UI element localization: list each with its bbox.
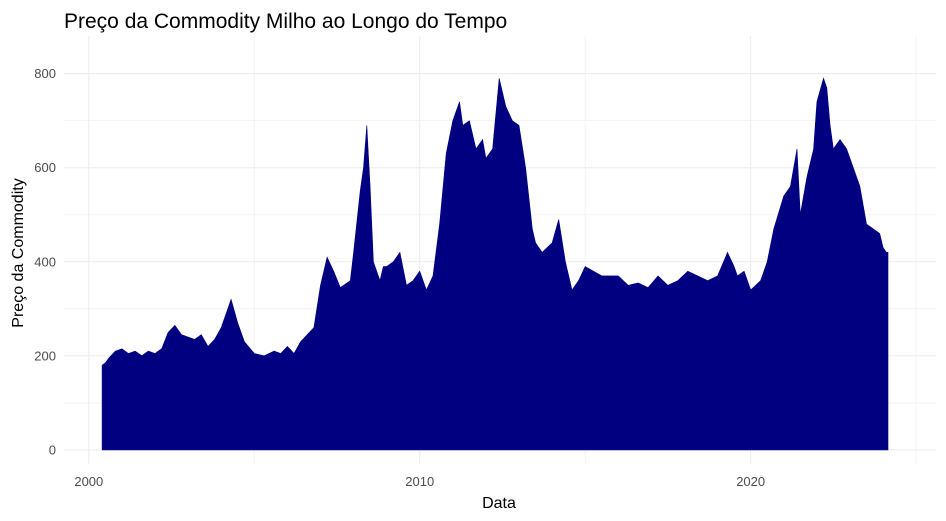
x-tick-label: 2010 <box>405 474 434 489</box>
x-axis-label: Data <box>482 495 516 512</box>
y-tick-label: 400 <box>34 254 56 269</box>
price-area <box>101 77 889 451</box>
x-axis-ticks: 2000 2010 2020 <box>74 474 765 489</box>
y-tick-label: 200 <box>34 348 56 363</box>
y-axis-label: Preço da Commodity <box>10 178 27 327</box>
y-tick-label: 600 <box>34 160 56 175</box>
x-tick-label: 2000 <box>74 474 103 489</box>
chart-title: Preço da Commodity Milho ao Longo do Tem… <box>64 10 507 33</box>
x-tick-label: 2020 <box>736 474 765 489</box>
y-tick-label: 0 <box>49 442 56 457</box>
y-axis-ticks: 0 200 400 600 800 <box>34 66 56 457</box>
y-tick-label: 800 <box>34 66 56 81</box>
